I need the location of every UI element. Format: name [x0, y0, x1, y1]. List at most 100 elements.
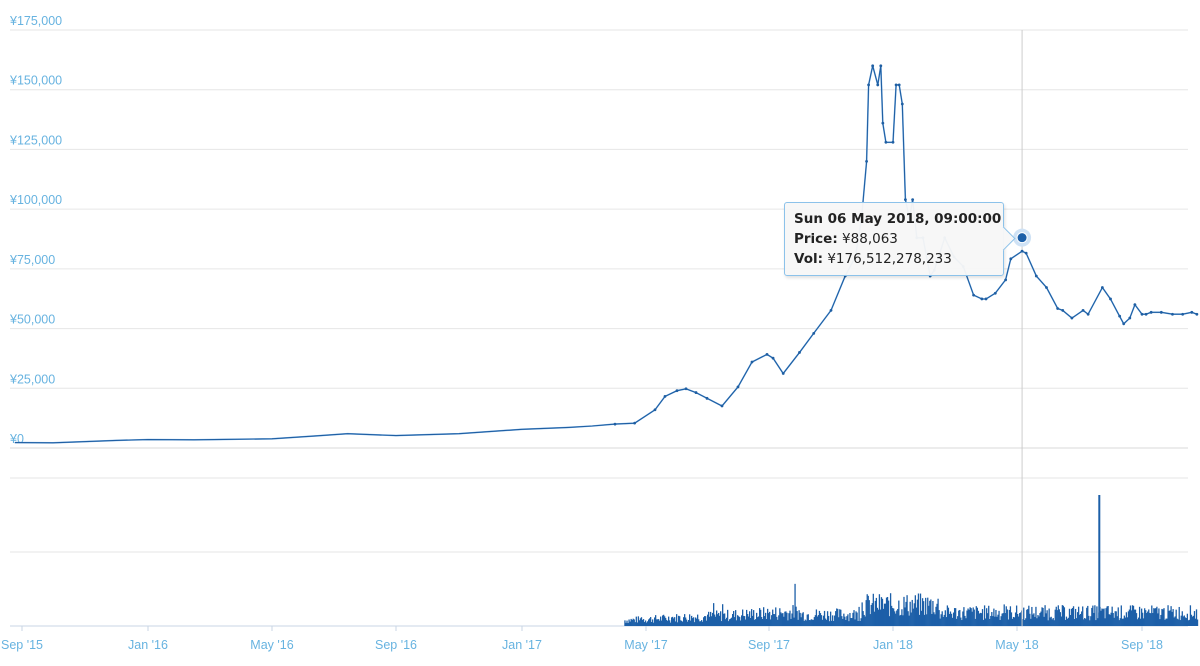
volume-bar	[1071, 607, 1074, 626]
volume-bar	[982, 619, 985, 626]
volume-bar	[1080, 613, 1082, 626]
volume-bar	[1156, 606, 1158, 626]
volume-bar	[788, 613, 790, 626]
volume-bar	[1077, 606, 1080, 626]
volume-bar	[1139, 618, 1142, 626]
volume-bar	[723, 613, 725, 626]
volume-bar	[949, 611, 952, 626]
volume-bar	[930, 599, 932, 626]
volume-bar	[1041, 607, 1043, 626]
hover-point[interactable]	[1016, 232, 1028, 244]
volume-bar	[913, 603, 915, 626]
volume-bar	[793, 617, 795, 626]
volume-bar	[1095, 620, 1097, 626]
volume-bar	[898, 600, 900, 626]
volume-bar	[792, 605, 794, 626]
volume-bar	[739, 617, 741, 626]
volume-bar	[937, 598, 939, 626]
volume-bar	[1074, 608, 1077, 626]
volume-bar	[1103, 608, 1105, 626]
volume-bar	[681, 620, 683, 626]
volume-bar	[1194, 618, 1197, 626]
volume-bar	[979, 612, 982, 626]
volume-bar	[765, 612, 767, 626]
price-line[interactable]	[14, 65, 1198, 444]
volume-bar	[709, 616, 711, 626]
volume-bar	[722, 604, 724, 626]
volume-bar	[1153, 608, 1155, 626]
volume-bar	[756, 612, 758, 626]
price-marker	[1086, 312, 1090, 316]
volume-bar	[745, 619, 747, 626]
volume-bar	[915, 607, 918, 626]
volume-bar	[959, 609, 961, 626]
volume-bar	[1142, 612, 1144, 626]
volume-bar	[1116, 616, 1118, 626]
volume-bar	[1196, 619, 1199, 626]
volume-bar	[646, 622, 648, 626]
price-marker	[911, 198, 915, 201]
volume-bar	[771, 615, 773, 626]
date-tick-label: May '17	[624, 638, 667, 652]
volume-bar	[1022, 619, 1024, 626]
volume-bar	[647, 621, 649, 626]
volume-bar	[1001, 613, 1003, 626]
volume-bar	[991, 612, 993, 626]
price-marker	[884, 140, 888, 144]
volume-bar	[1092, 605, 1094, 626]
volume-bar	[633, 619, 635, 626]
volume-bar	[1111, 606, 1113, 626]
volume-bar	[1144, 608, 1146, 626]
volume-bar	[826, 611, 829, 626]
volume-bar	[970, 608, 972, 626]
volume-bar	[675, 621, 677, 626]
volume-bar	[964, 615, 966, 626]
price-marker	[771, 356, 775, 360]
volume-bar	[969, 607, 971, 626]
volume-bar	[1068, 608, 1071, 626]
price-marker	[980, 297, 984, 301]
tooltip-date: Sun 06 May 2018, 09:00:00	[794, 211, 1002, 227]
price-marker	[1171, 312, 1174, 316]
volume-bar	[1040, 611, 1042, 626]
price-tick-label: ¥175,000	[9, 14, 62, 28]
volume-bar	[963, 607, 965, 626]
volume-bar	[630, 618, 632, 626]
volume-bar	[699, 621, 701, 626]
volume-bar	[731, 617, 733, 626]
volume-bar	[943, 614, 945, 626]
volume-bar	[816, 616, 819, 626]
volume-bar	[861, 602, 863, 626]
volume-bar	[924, 614, 926, 626]
price-marker	[1149, 310, 1153, 314]
volume-bar	[875, 597, 878, 626]
price-marker	[684, 387, 688, 391]
volume-bar	[707, 614, 709, 626]
volume-bar	[851, 618, 853, 626]
volume-bar	[994, 616, 996, 626]
volume-bar	[764, 616, 766, 626]
price-marker	[1034, 274, 1038, 278]
volume-bar	[1132, 605, 1135, 626]
price-marker	[1190, 310, 1194, 314]
volume-bar	[624, 620, 626, 626]
volume-bar	[948, 613, 951, 626]
price-marker	[633, 421, 637, 425]
volume-bar	[757, 617, 759, 626]
volume-bar	[1182, 616, 1184, 626]
volume-bar	[1038, 616, 1040, 626]
volume-bar	[812, 619, 815, 626]
volume-bar	[641, 619, 644, 626]
volume-bar	[1019, 613, 1021, 626]
volume-bar	[1159, 619, 1161, 626]
volume-bar	[649, 618, 651, 626]
volume-bar	[1105, 608, 1107, 626]
volume-bar	[922, 601, 925, 626]
volume-bar	[751, 609, 753, 626]
volume-bar	[737, 615, 739, 626]
volume-bar	[736, 620, 738, 626]
volume-bar	[1005, 606, 1007, 626]
volume-bar	[858, 606, 860, 626]
volume-bar	[988, 605, 990, 626]
volume-bar	[643, 622, 646, 626]
